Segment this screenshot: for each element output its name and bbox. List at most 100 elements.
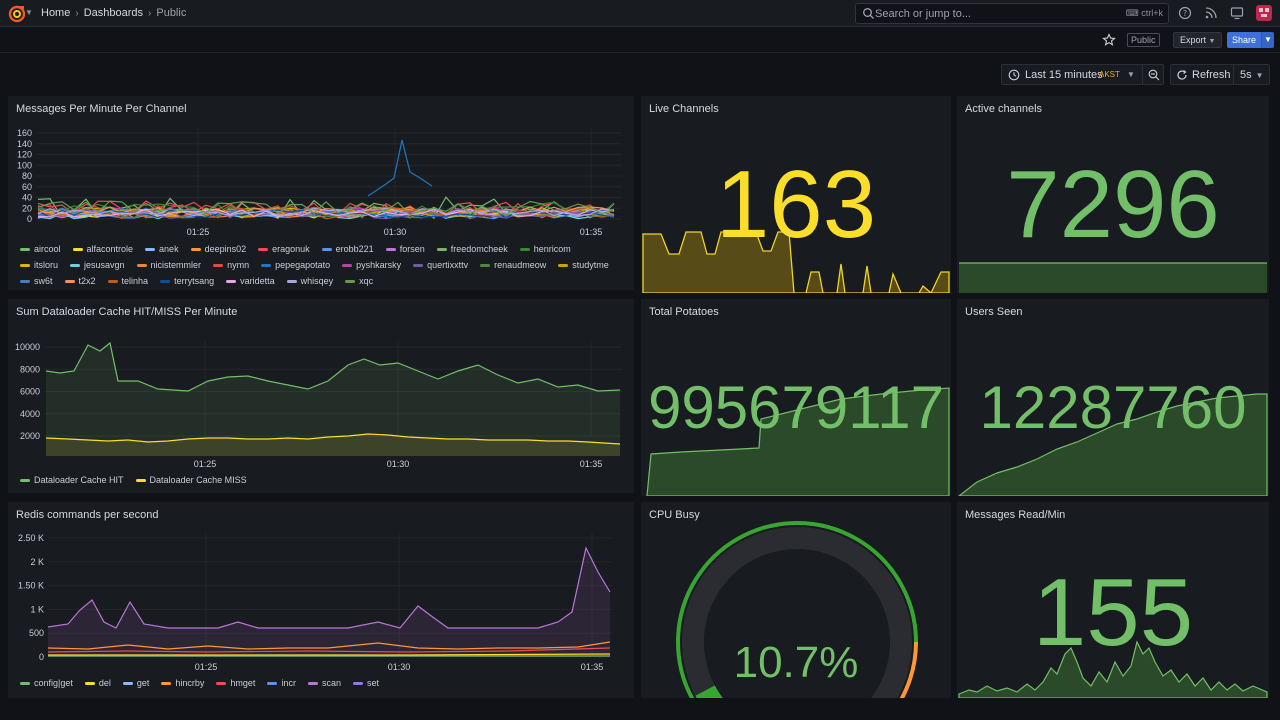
- refresh-button[interactable]: Refresh: [1192, 69, 1231, 81]
- panel-messages-per-minute[interactable]: Messages Per Minute Per Channel 160 140 12…: [8, 96, 634, 290]
- panel-redis-commands[interactable]: Redis commands per second 2.50 K 2 K 1.50 …: [8, 502, 634, 698]
- legend-item[interactable]: sw6t: [20, 273, 53, 289]
- panel-title: CPU Busy: [649, 509, 700, 521]
- panel-cpu-busy[interactable]: CPU Busy 10.7%: [641, 502, 951, 698]
- menu-chevron-down-icon[interactable]: ▼: [25, 8, 33, 17]
- legend-item[interactable]: terrytsang: [160, 273, 214, 289]
- legend-item[interactable]: aircool: [20, 241, 61, 257]
- legend-swatch: [64, 280, 75, 284]
- legend-item[interactable]: del: [84, 678, 111, 688]
- sparkline-area: [958, 640, 1268, 698]
- legend-swatch: [161, 682, 172, 686]
- legend-item[interactable]: deepins02: [190, 241, 246, 257]
- legend-item[interactable]: config|get: [20, 678, 73, 688]
- share-chevron-down-icon[interactable]: ▼: [1261, 32, 1274, 48]
- series-xqc-line: [37, 200, 615, 216]
- legend-item[interactable]: pepegapotato: [261, 257, 330, 273]
- live-channels-sparkline: [642, 231, 950, 293]
- legend-item[interactable]: scan: [307, 678, 341, 688]
- panel-total-potatoes[interactable]: Total Potatoes 995679117: [641, 299, 951, 496]
- legend-item[interactable]: hincrby: [161, 678, 204, 688]
- legend-item[interactable]: forsen: [385, 241, 425, 257]
- legend-item[interactable]: get: [122, 678, 149, 688]
- stat-value: 12287760: [979, 374, 1247, 441]
- zoom-out-button[interactable]: [1142, 65, 1164, 84]
- dataloader-cache-chart[interactable]: 10000 8000 6000 4000 2000 01:25 01:30 01:35: [8, 299, 634, 493]
- legend-item[interactable]: whisqey: [286, 273, 333, 289]
- legend-item[interactable]: incr: [267, 678, 296, 688]
- series-spike-line: [367, 139, 433, 197]
- legend-item[interactable]: varidetta: [226, 273, 275, 289]
- legend-item[interactable]: telinha: [107, 273, 149, 289]
- panel-title: Redis commands per second: [16, 509, 159, 521]
- panel-live-channels[interactable]: Live Channels 163: [641, 96, 951, 293]
- grafana-logo-icon[interactable]: [8, 5, 26, 23]
- help-icon[interactable]: ?: [1178, 6, 1192, 20]
- legend-item[interactable]: hmget: [216, 678, 255, 688]
- panel-users-seen[interactable]: Users Seen 12287760: [957, 299, 1269, 496]
- legend-item[interactable]: nymn: [213, 257, 249, 273]
- breadcrumb-home[interactable]: Home: [41, 7, 71, 19]
- legend-label: sw6t: [34, 276, 53, 286]
- y-tick-label: 100: [17, 160, 32, 170]
- legend-label: telinha: [121, 276, 149, 286]
- legend-label: pyshkarsky: [356, 260, 402, 270]
- legend-item[interactable]: henricom: [519, 241, 571, 257]
- legend-swatch: [122, 682, 133, 686]
- user-avatar[interactable]: [1256, 5, 1272, 21]
- panel-title: Total Potatoes: [649, 306, 719, 318]
- refresh-interval-select[interactable]: 5s ▼: [1233, 65, 1270, 84]
- y-tick-label: 500: [29, 628, 44, 638]
- keyboard-icon: ⌨: [1125, 8, 1142, 18]
- refresh-icon[interactable]: [1176, 69, 1188, 81]
- legend-label: del: [98, 678, 111, 688]
- star-favorite-icon[interactable]: [1102, 33, 1116, 47]
- legend-item[interactable]: renaudmeow: [480, 257, 546, 273]
- keyboard-shortcut: ⌨ ctrl+k: [1126, 8, 1163, 19]
- panel-title: Messages Read/Min: [965, 509, 1066, 521]
- y-tick-label: 10000: [15, 342, 40, 352]
- cache-miss-line: [45, 433, 621, 445]
- gauge-value: 10.7%: [733, 638, 859, 687]
- legend-item[interactable]: quertixxttv: [413, 257, 468, 273]
- export-button[interactable]: Export ▼: [1173, 32, 1223, 48]
- gauge-fill: [695, 685, 723, 698]
- y-tick-label: 140: [17, 139, 32, 149]
- legend-item[interactable]: jesusavgn: [70, 257, 125, 273]
- legend-label: henricom: [533, 244, 571, 254]
- legend-item[interactable]: anek: [145, 241, 179, 257]
- legend-item[interactable]: set: [352, 678, 379, 688]
- panel-messages-read[interactable]: Messages Read/Min 155: [957, 502, 1269, 698]
- news-rss-icon[interactable]: [1204, 6, 1218, 20]
- legend-item[interactable]: itsloru: [20, 257, 58, 273]
- search-input[interactable]: Search or jump to... ⌨ ctrl+k: [855, 3, 1169, 24]
- time-range-picker[interactable]: Last 15 minutes AKST ▼: [1001, 64, 1164, 85]
- breadcrumb-dashboards[interactable]: Dashboards: [83, 7, 144, 19]
- legend-item[interactable]: t2x2: [64, 273, 96, 289]
- legend-item[interactable]: freedomcheek: [436, 241, 508, 257]
- legend-swatch: [70, 264, 81, 268]
- panel-active-channels[interactable]: Active channels 7296: [957, 96, 1269, 293]
- legend-item[interactable]: pyshkarsky: [342, 257, 401, 273]
- legend-item[interactable]: erobb221: [321, 241, 374, 257]
- redis-scan-line: [47, 546, 611, 629]
- legend-item[interactable]: alfacontrole: [72, 241, 133, 257]
- legend-item[interactable]: nicistemmler: [136, 257, 201, 273]
- legend-item[interactable]: Dataloader Cache MISS: [135, 475, 247, 485]
- redis-scan-area: [48, 548, 610, 657]
- legend-item[interactable]: xqc: [345, 273, 373, 289]
- panel-dataloader-cache[interactable]: Sum Dataloader Cache HIT/MISS Per Minute…: [8, 299, 634, 493]
- kiosk-monitor-icon[interactable]: [1230, 6, 1244, 20]
- legend-item[interactable]: studytme: [558, 257, 609, 273]
- x-tick-label: 01:30: [384, 227, 407, 237]
- redis-commands-chart[interactable]: 2.50 K 2 K 1.50 K 1 K 500 0 01:25 01:30 01:35: [8, 502, 634, 698]
- top-nav-bar: ▼ Home › Dashboards › Public Search or jump …: [0, 0, 1280, 27]
- share-button[interactable]: Share: [1227, 32, 1261, 48]
- y-tick-label: 60: [22, 182, 32, 192]
- x-tick-label: 01:30: [388, 662, 411, 672]
- legend-item[interactable]: eragonuk: [258, 241, 310, 257]
- legend-item[interactable]: Dataloader Cache HIT: [20, 475, 124, 485]
- breadcrumb-public: Public: [156, 7, 187, 19]
- gauge-threshold-green: [676, 521, 918, 698]
